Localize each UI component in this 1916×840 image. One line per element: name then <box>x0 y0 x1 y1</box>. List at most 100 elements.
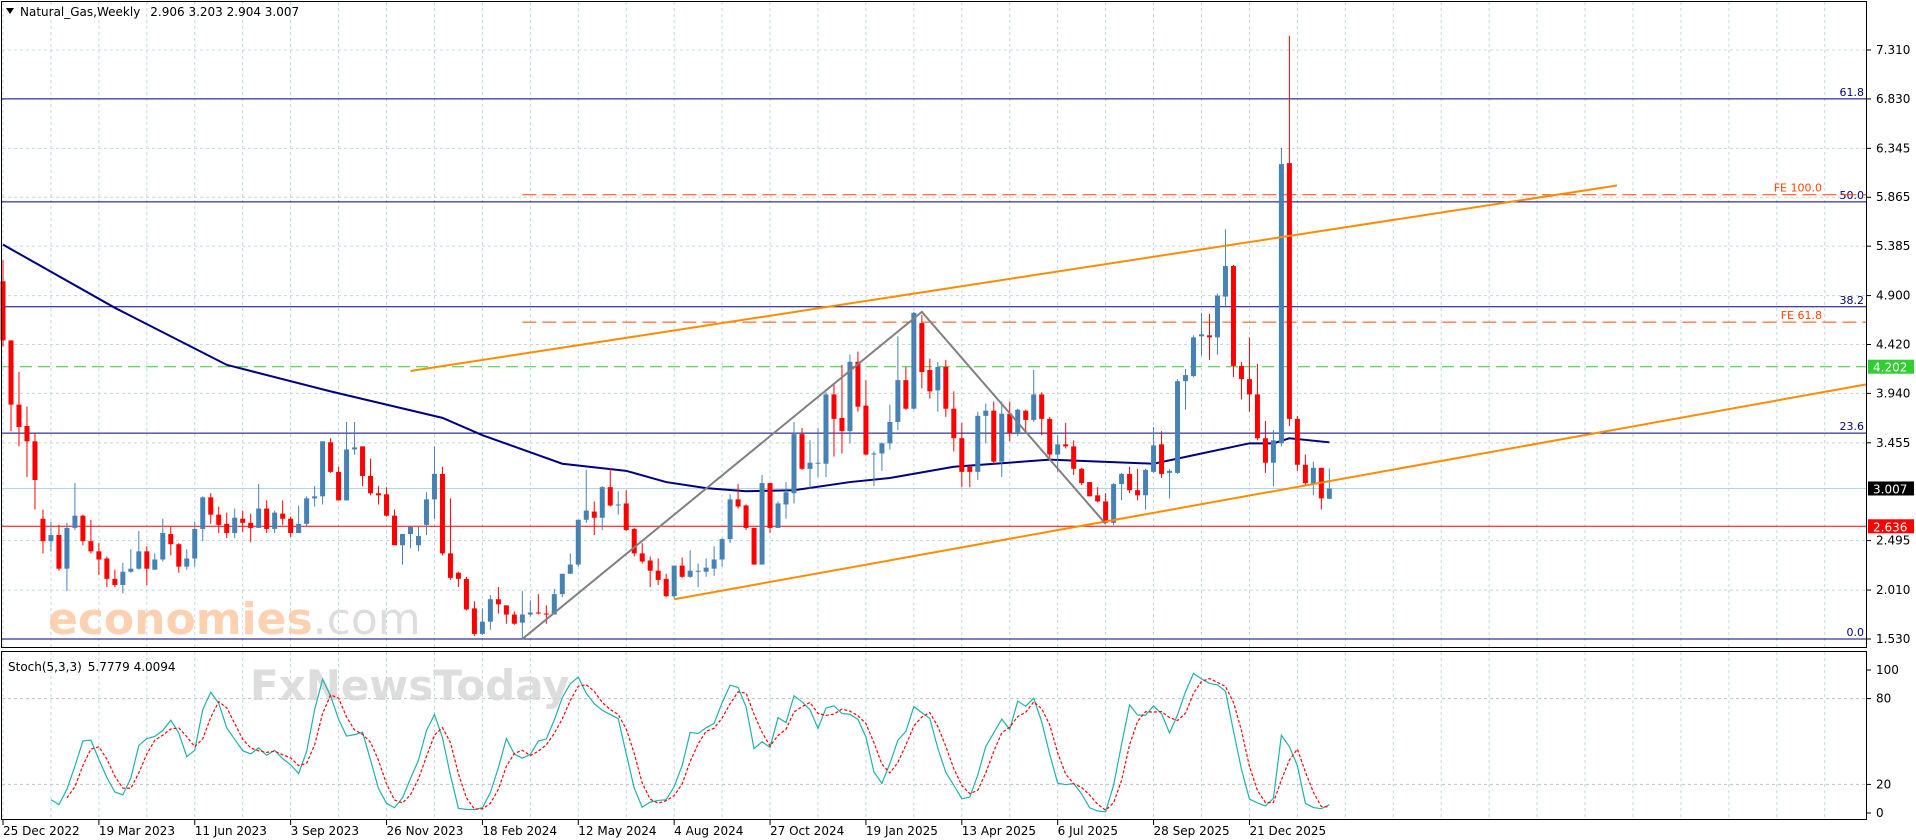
candle-body-bull <box>152 559 158 570</box>
candle <box>1278 147 1284 447</box>
candle <box>799 428 805 470</box>
fib-level-label: 61.8 <box>1840 86 1865 99</box>
candle-body-bear <box>743 505 749 528</box>
candle-body-bear <box>495 599 501 605</box>
candle-body-bull <box>1191 337 1197 377</box>
candle <box>455 571 461 588</box>
candle <box>991 401 997 464</box>
candle <box>1087 482 1093 497</box>
candle <box>128 549 134 573</box>
candle-body-bear <box>368 475 374 494</box>
fib-level-label: 0.0 <box>1847 626 1865 639</box>
candle-body-bear <box>799 434 805 469</box>
candle-body-bear <box>767 483 773 528</box>
candle <box>232 508 238 539</box>
candle-body-bull <box>719 539 725 560</box>
candle-body-bull <box>1055 444 1061 455</box>
candle-body-bull <box>48 535 54 542</box>
stoch-values: 5.7779 4.0094 <box>88 660 176 674</box>
time-tick-label: 6 Jul 2025 <box>1058 824 1118 838</box>
price-axis[interactable]: 7.310 6.830 6.345 5.865 5.385 4.900 4.420 3.940… <box>1867 43 1914 820</box>
candle <box>1167 468 1173 499</box>
price-tick-label: 7.310 <box>1876 43 1910 57</box>
candle <box>935 361 941 412</box>
candle <box>200 496 206 542</box>
candle <box>1063 422 1069 449</box>
collapse-triangle-icon[interactable] <box>6 8 14 14</box>
price-marker-label: 3.007 <box>1873 482 1907 496</box>
candle-body-bear <box>439 473 445 554</box>
candle <box>767 483 773 534</box>
candle <box>895 336 901 431</box>
time-tick-label: 4 Aug 2024 <box>674 824 743 838</box>
candle-body-bull <box>415 536 421 546</box>
candle <box>559 573 565 598</box>
candle-body-bear <box>503 605 509 615</box>
candle-body-bear <box>24 426 30 442</box>
candle-body-bear <box>1079 468 1085 484</box>
candle <box>1055 435 1061 472</box>
candle-body-bear <box>208 497 214 515</box>
candle <box>1143 468 1149 510</box>
candle-body-bear <box>607 487 613 506</box>
candle-body-bear <box>32 441 38 481</box>
candle-body-bear <box>384 494 390 516</box>
candle-body-bull <box>975 415 981 472</box>
candle <box>1262 420 1268 473</box>
price-marker-badge <box>1868 519 1914 534</box>
candle <box>216 506 222 534</box>
candle-body-bull <box>759 483 765 565</box>
candle <box>384 487 390 517</box>
candle-body-bear <box>112 578 118 585</box>
fib-level-label: 50.0 <box>1840 189 1865 202</box>
watermark-fxnewstoday: FxNewsToday <box>250 661 570 710</box>
price-tick-label: 3.455 <box>1876 436 1910 450</box>
candle <box>783 482 789 519</box>
candle-body-bear <box>591 511 597 518</box>
candle-body-bull <box>1326 488 1332 499</box>
candle-body-bull <box>128 568 134 572</box>
candle <box>160 518 166 562</box>
time-axis[interactable]: 25 Dec 2022 19 Mar 2023 11 Jun 2023 3 Sep 2… <box>2 820 1326 838</box>
candle-body-bull <box>1310 467 1316 485</box>
candle-body-bear <box>831 394 837 419</box>
candle-body-bull <box>1183 375 1189 382</box>
candle <box>304 496 310 526</box>
candle-body-bear <box>88 541 94 552</box>
candle-body-bull <box>615 504 621 506</box>
price-marker-label: 4.202 <box>1873 361 1907 375</box>
channel-trendline[interactable] <box>673 383 1868 601</box>
candle-body-bull <box>72 515 78 528</box>
candle <box>903 366 909 410</box>
candle-body-bear <box>248 522 254 528</box>
stochastic-pane <box>50 672 1330 813</box>
candle <box>727 494 733 544</box>
candle-body-bull <box>1151 445 1157 472</box>
candle <box>751 527 757 565</box>
candle <box>671 565 677 599</box>
candle <box>1031 369 1037 422</box>
candle-body-bull <box>136 551 142 569</box>
candle <box>1183 368 1189 410</box>
candle <box>607 467 613 507</box>
candle-body-bull <box>232 517 238 534</box>
candle-body-bull <box>983 410 989 416</box>
candle <box>1222 229 1228 306</box>
candle <box>152 553 158 570</box>
trend-drawings[interactable] <box>410 184 1868 640</box>
channel-trendline[interactable] <box>410 184 1618 372</box>
candle <box>431 446 437 519</box>
candle <box>1071 440 1077 475</box>
candle-body-bull <box>344 449 350 501</box>
price-tick-label: 6.830 <box>1876 92 1910 106</box>
candle <box>1326 468 1332 499</box>
candle <box>1230 265 1236 378</box>
candle-body-bear <box>511 614 517 624</box>
candle-body-bull <box>551 594 557 615</box>
stoch-tick-label: 0 <box>1876 806 1884 820</box>
candle-body-bear <box>447 553 453 578</box>
watermark-economies-com: economies.com <box>48 594 421 645</box>
fibo-expansion-zigzag[interactable] <box>521 310 1107 640</box>
fe-level-label: FE 61.8 <box>1781 309 1822 322</box>
